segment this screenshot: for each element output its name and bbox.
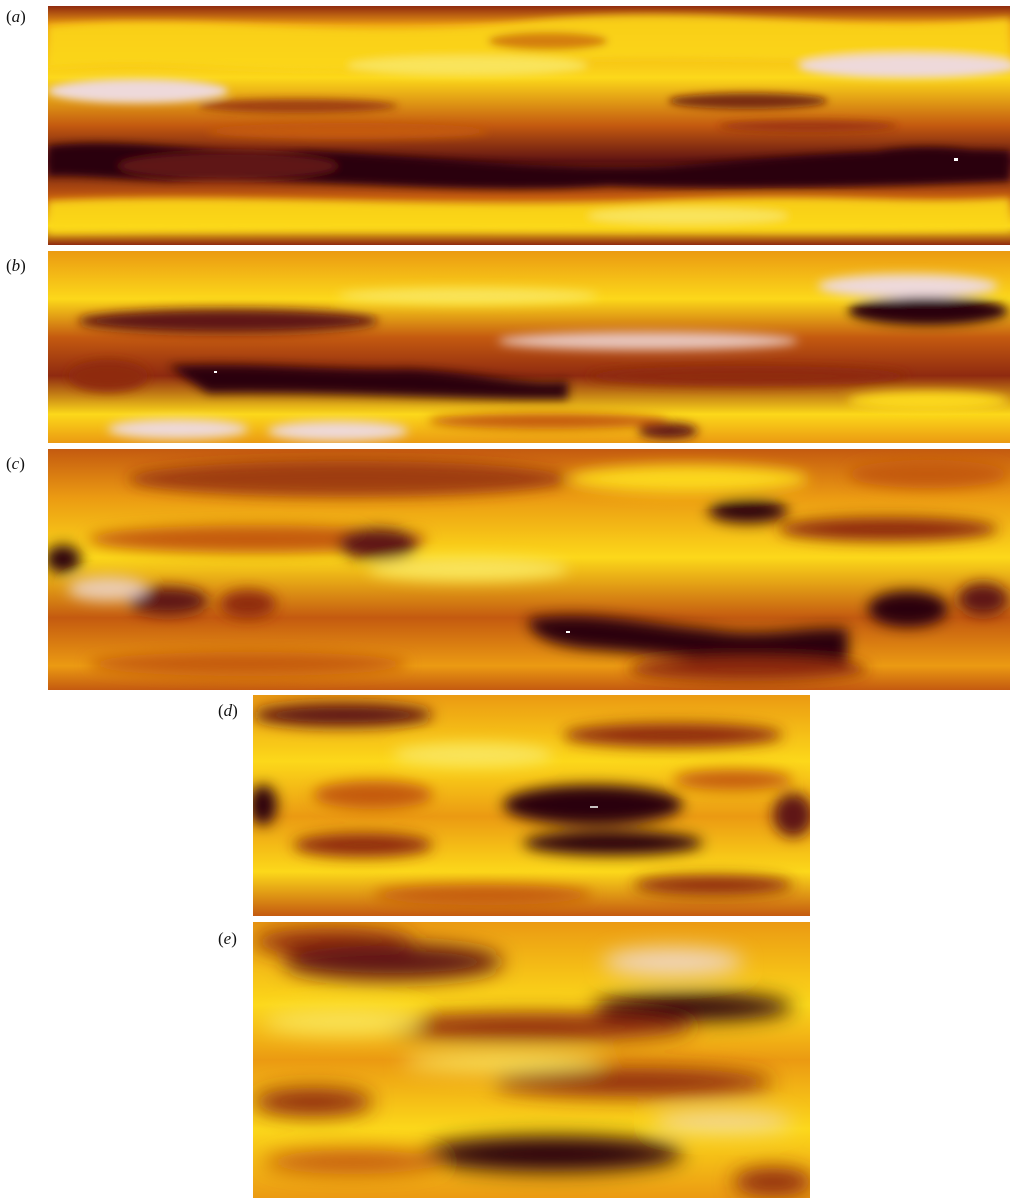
panel-label-e: (e)	[218, 929, 237, 948]
marker-dot	[954, 158, 958, 161]
marker-dot	[566, 631, 570, 633]
turbulence-field-panel-c	[48, 449, 1010, 690]
marker-dot	[590, 806, 598, 808]
marker-dot	[214, 371, 217, 373]
panel-label-b: (b)	[6, 256, 26, 275]
turbulence-field-panel-d	[253, 695, 810, 916]
turbulence-field-panel-e	[253, 922, 810, 1198]
turbulence-field-panel-b	[48, 251, 1010, 443]
panel-label-a: (a)	[6, 7, 26, 26]
panel-label-c: (c)	[6, 454, 25, 473]
turbulence-field-panel-a	[48, 6, 1010, 245]
panel-label-d: (d)	[218, 701, 238, 720]
